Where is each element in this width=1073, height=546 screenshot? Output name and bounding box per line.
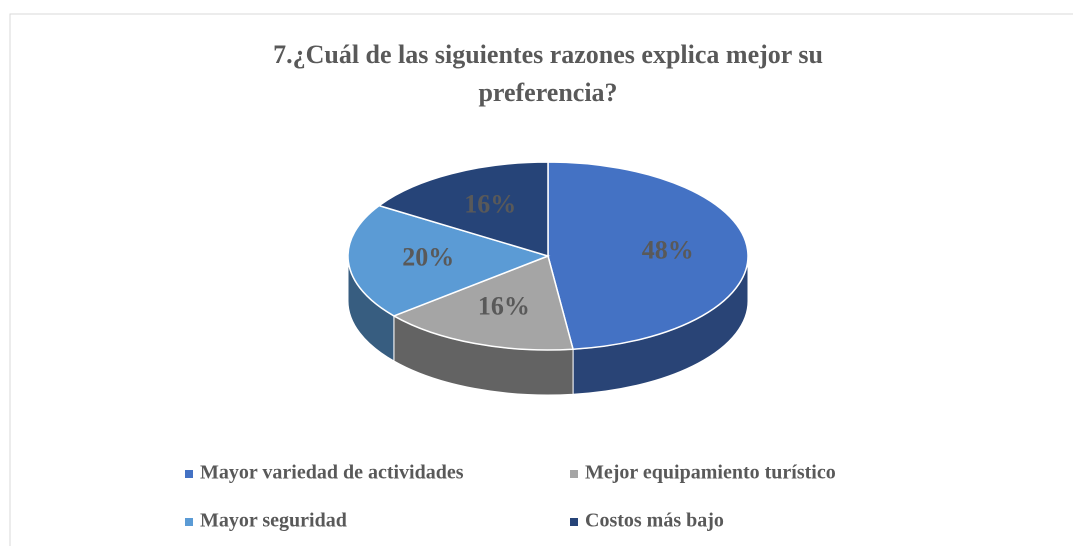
pie-slice: [377, 161, 549, 258]
data-label: 16%: [478, 291, 530, 320]
legend-label: Costos más bajo: [585, 510, 724, 532]
legend-label: Mayor variedad de actividades: [200, 462, 464, 484]
legend-swatch: [570, 518, 578, 526]
legend-swatch: [570, 470, 578, 478]
legend-label: Mayor seguridad: [200, 510, 347, 532]
chart-title: 7.¿Cuál de las siguientes razones explic…: [273, 40, 823, 107]
pie-slice: [547, 161, 749, 351]
legend-swatch: [185, 518, 193, 526]
pie-slice: [392, 254, 575, 351]
legend-label: Mejor equipamiento turístico: [585, 462, 836, 484]
data-label: 20%: [402, 243, 454, 272]
pie-slice: [347, 204, 551, 317]
data-label: 16%: [464, 190, 516, 219]
legend-swatch: [185, 470, 193, 478]
data-label: 48%: [642, 235, 694, 264]
